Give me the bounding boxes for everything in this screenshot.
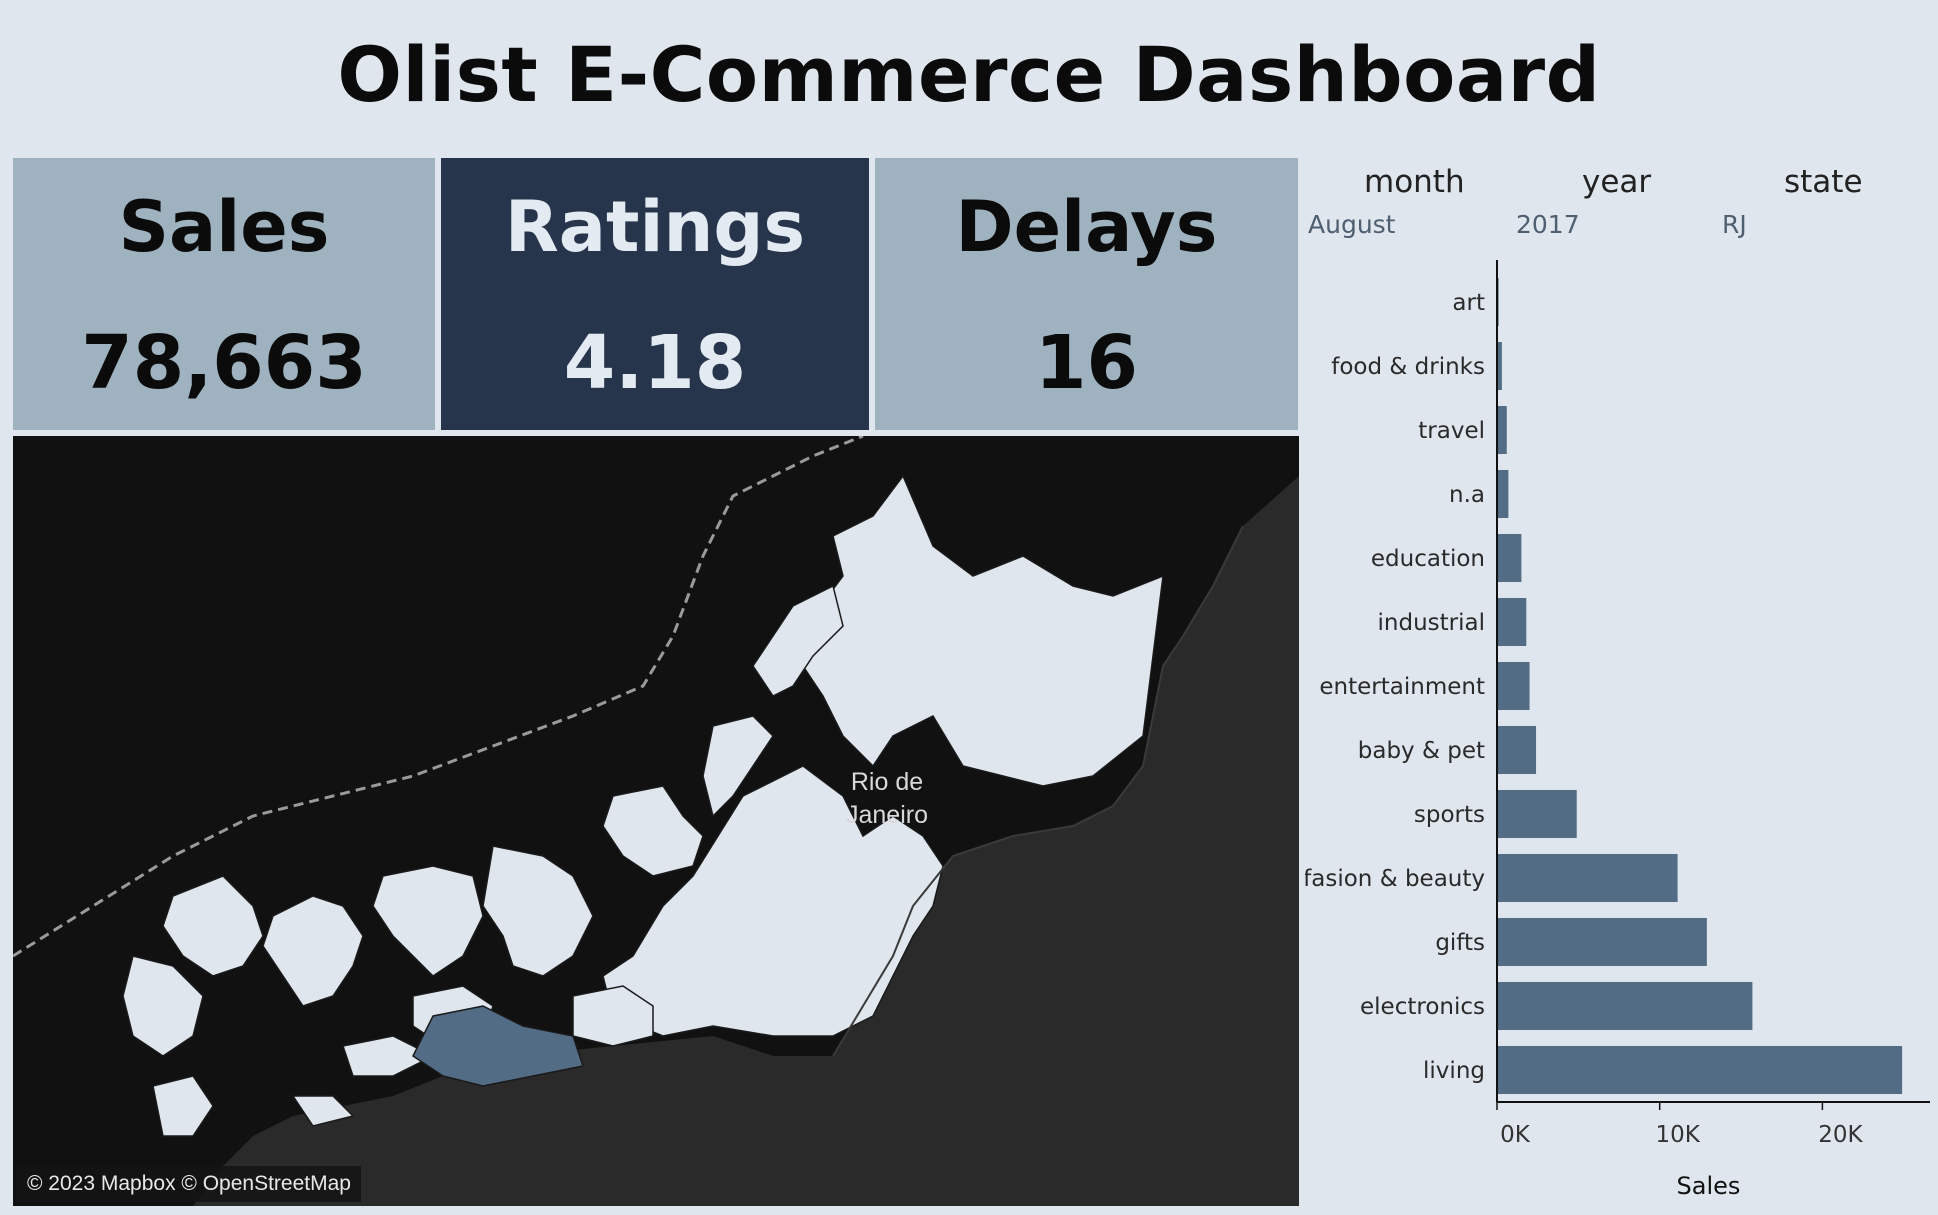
x-tick-label: 0K [1500, 1122, 1531, 1148]
bar[interactable] [1497, 918, 1707, 966]
map-state-border [13, 436, 864, 958]
kpi-sales-label: Sales [118, 186, 330, 268]
category-label: electronics [1360, 994, 1485, 1020]
bar[interactable] [1497, 726, 1537, 774]
category-label: n.a [1449, 482, 1485, 508]
bar[interactable] [1497, 406, 1507, 454]
map-canvas[interactable] [13, 436, 1299, 1206]
filter-state-label: state [1784, 164, 1863, 200]
category-label: living [1423, 1058, 1485, 1084]
kpi-card-sales[interactable]: Sales 78,663 [13, 158, 435, 430]
map-highlight-region[interactable] [412, 1005, 584, 1087]
category-label: art [1452, 290, 1485, 316]
category-label: education [1371, 546, 1485, 572]
category-label: gifts [1435, 930, 1485, 956]
bar[interactable] [1497, 598, 1527, 646]
kpi-delays-label: Delays [955, 186, 1218, 268]
filter-year-value[interactable]: 2017 [1516, 210, 1580, 239]
kpi-card-delays[interactable]: Delays 16 [875, 158, 1298, 430]
bar[interactable] [1497, 982, 1753, 1030]
filter-state[interactable]: state RJ [1722, 164, 1863, 239]
x-axis-title: Sales [1677, 1172, 1741, 1200]
filter-year[interactable]: year 2017 [1516, 164, 1651, 239]
category-label: fasion & beauty [1305, 866, 1485, 892]
category-label: entertainment [1319, 674, 1485, 700]
filter-state-value[interactable]: RJ [1722, 210, 1747, 239]
bar-chart-svg[interactable]: art food & drinks travel n.a education indust… [1305, 255, 1935, 1210]
category-label: industrial [1378, 610, 1485, 636]
category-label: travel [1418, 418, 1485, 444]
map-city-label-line1: Rio de [850, 768, 924, 796]
map-municipalities[interactable] [122, 474, 1164, 1137]
kpi-ratings-label: Ratings [504, 186, 806, 268]
filter-month-label: month [1364, 164, 1465, 200]
kpi-card-ratings[interactable]: Ratings 4.18 [441, 158, 869, 430]
map-coastline [832, 525, 1244, 1057]
sales-by-category-chart[interactable]: art food & drinks travel n.a education indust… [1305, 255, 1935, 1210]
kpi-delays-value: 16 [1035, 320, 1138, 406]
dashboard-title: Olist E-Commerce Dashboard [337, 30, 1601, 119]
kpi-ratings-value: 4.18 [563, 320, 747, 406]
map-city-label: Rio de Janeiro [825, 766, 949, 832]
category-label: sports [1414, 802, 1485, 828]
bar[interactable] [1497, 790, 1577, 838]
bar[interactable] [1497, 662, 1530, 710]
filter-month[interactable]: month August [1308, 164, 1465, 239]
x-tick-label: 20K [1818, 1122, 1863, 1148]
category-label: baby & pet [1358, 738, 1485, 764]
kpi-sales-value: 78,663 [81, 320, 367, 406]
category-label: food & drinks [1331, 354, 1485, 380]
bar[interactable] [1497, 470, 1509, 518]
map-city-label-line2: Janeiro [846, 801, 928, 829]
x-tick-label: 10K [1656, 1122, 1701, 1148]
bar[interactable] [1497, 1046, 1903, 1094]
map-view[interactable]: Rio de Janeiro © 2023 Mapbox © OpenStree… [13, 436, 1299, 1206]
filter-year-label: year [1582, 164, 1652, 200]
bar[interactable] [1497, 534, 1522, 582]
bar[interactable] [1497, 854, 1678, 902]
map-attribution[interactable]: © 2023 Mapbox © OpenStreetMap [17, 1166, 361, 1202]
filter-month-value[interactable]: August [1308, 210, 1396, 239]
bar[interactable] [1497, 342, 1502, 390]
